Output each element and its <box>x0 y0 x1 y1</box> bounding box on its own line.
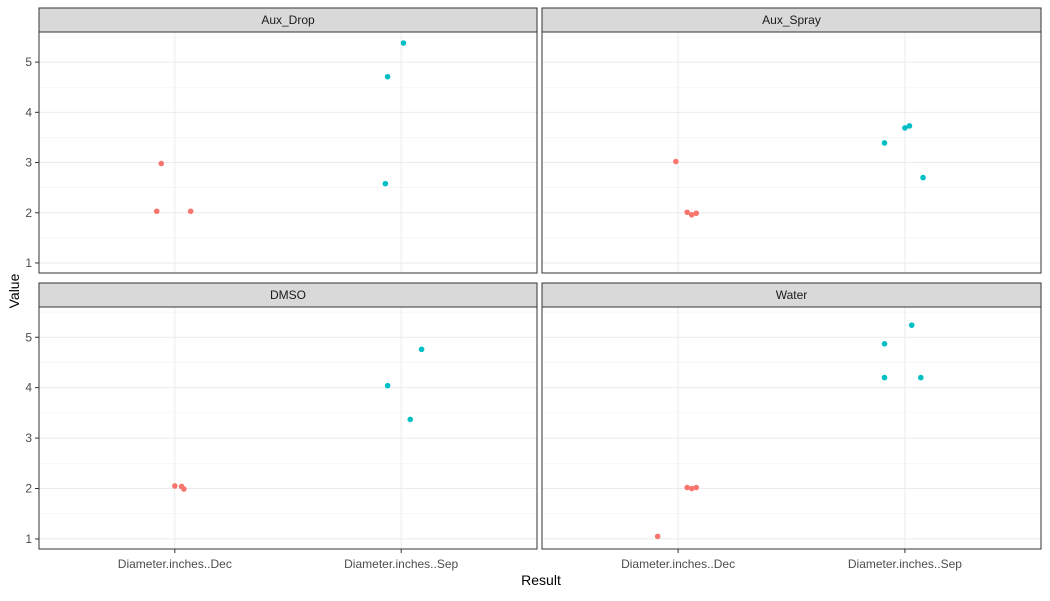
data-point <box>418 346 425 353</box>
data-point <box>684 484 690 491</box>
x-tick-label: Diameter.inches..Dec <box>118 557 232 571</box>
y-tick-label: 5 <box>25 55 32 69</box>
panel-background <box>39 32 537 273</box>
data-point <box>673 158 679 165</box>
data-point <box>920 174 926 181</box>
y-tick-label: 2 <box>25 206 32 220</box>
data-point <box>881 140 888 146</box>
facet-strip <box>541 7 1042 33</box>
x-tick-label: Diameter.inches..Sep <box>344 557 458 571</box>
y-tick-label: 4 <box>25 105 32 119</box>
panel-border <box>38 31 538 274</box>
y-tick-label: 3 <box>25 156 32 170</box>
y-tick-label: 1 <box>25 256 32 270</box>
facet-strip-label: Water <box>776 288 808 302</box>
y-tick-label: 5 <box>25 330 32 344</box>
y-tick-label: 3 <box>25 431 32 445</box>
panel-background <box>542 307 1041 549</box>
data-point <box>693 484 700 491</box>
x-axis-title: Result <box>521 572 561 588</box>
data-point <box>382 180 389 187</box>
facet-panel-aux-spray: Aux_Spray <box>541 7 1042 274</box>
facet-strip <box>541 282 1042 308</box>
data-point <box>684 209 690 216</box>
data-point <box>881 374 888 381</box>
facet-strip <box>38 282 538 308</box>
data-point <box>917 374 924 381</box>
facet-strip-label: DMSO <box>270 288 306 302</box>
facet-panel-dmso: DMSO <box>38 282 538 550</box>
panel-background <box>542 32 1041 273</box>
facet-strip-label: Aux_Drop <box>261 13 315 27</box>
data-point <box>153 208 160 215</box>
data-point <box>688 211 695 218</box>
data-point <box>384 73 391 80</box>
facet-panel-aux-drop: Aux_Drop <box>38 7 538 274</box>
x-tick-label: Diameter.inches..Dec <box>621 557 735 571</box>
facet-panel-water: Water <box>541 282 1042 550</box>
data-point <box>902 125 908 131</box>
data-point <box>881 341 888 347</box>
panel-border <box>541 31 1042 274</box>
y-tick-label: 4 <box>25 381 32 395</box>
facet-strip-label: Aux_Spray <box>762 13 821 27</box>
data-point <box>906 123 913 129</box>
data-point <box>908 322 915 328</box>
data-point <box>400 40 407 46</box>
data-point <box>158 160 165 167</box>
panel-border <box>38 306 538 550</box>
data-point <box>384 382 391 389</box>
data-point <box>407 416 414 423</box>
y-axis-title: Value <box>6 273 22 308</box>
x-tick-label: Diameter.inches..Sep <box>848 557 962 571</box>
facet-panels: Aux_Drop Aux_Spray DMSO Water <box>38 7 1042 550</box>
axes: 1 2 3 4 5 1 2 3 4 5 Diameter.inches..Dec Diameter.i… <box>25 55 962 571</box>
panel-border <box>541 306 1042 550</box>
panel-background <box>39 307 537 549</box>
y-tick-label: 2 <box>25 482 32 496</box>
data-point <box>187 208 194 215</box>
y-tick-label: 1 <box>25 532 32 546</box>
data-point <box>654 533 661 540</box>
data-point <box>688 485 695 492</box>
data-point <box>693 210 700 217</box>
data-point <box>172 483 178 489</box>
facet-strip <box>38 7 538 33</box>
data-point <box>181 486 187 492</box>
